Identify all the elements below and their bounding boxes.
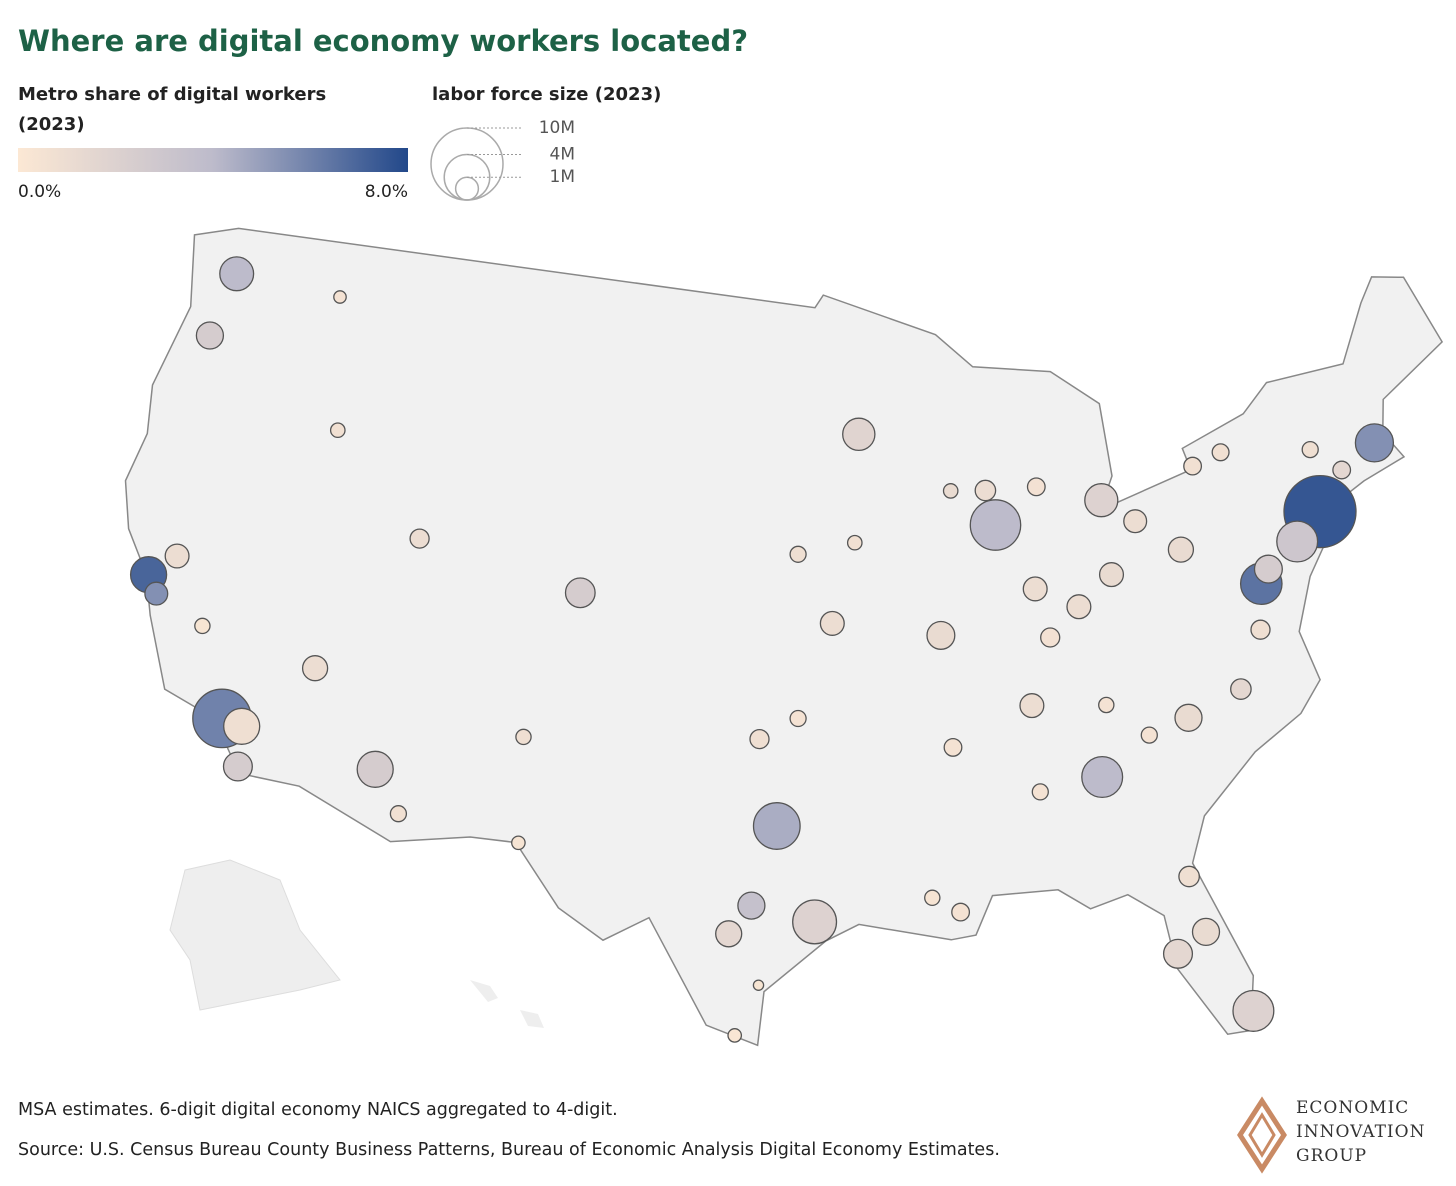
metro-bubble bbox=[1232, 989, 1275, 1032]
metro-bubble bbox=[842, 417, 876, 452]
color-tick-label: 0.0% bbox=[18, 182, 61, 202]
us-outline bbox=[124, 227, 1444, 1047]
metro-bubble bbox=[943, 737, 963, 757]
metro-bubble bbox=[1031, 783, 1049, 801]
note: MSA estimates. 6-digit digital economy N… bbox=[18, 1100, 618, 1120]
metro-bubble bbox=[846, 534, 863, 551]
source: Source: U.S. Census Bureau County Busine… bbox=[18, 1140, 1000, 1160]
metro-bubble bbox=[1084, 483, 1119, 518]
metro-bubble bbox=[789, 709, 807, 728]
metro-bubble bbox=[1140, 726, 1158, 744]
metro-bubble bbox=[564, 577, 596, 609]
metro-bubble bbox=[333, 290, 347, 304]
metro-bubble bbox=[195, 321, 225, 350]
metro-bubble bbox=[974, 479, 997, 502]
size-legend-circle bbox=[454, 176, 480, 201]
metro-bubble bbox=[926, 620, 956, 650]
metro-bubble bbox=[1081, 755, 1124, 799]
metro-bubble bbox=[1276, 520, 1319, 563]
metro-bubble bbox=[737, 891, 766, 920]
metro-bubble bbox=[1230, 678, 1252, 700]
metro-bubble bbox=[1178, 865, 1200, 888]
metro-bubble bbox=[1019, 693, 1045, 719]
metro-bubble bbox=[1354, 423, 1395, 463]
size-legend-label: 10M bbox=[539, 118, 575, 138]
metro-bubble bbox=[792, 899, 838, 945]
metro-bubble bbox=[1167, 536, 1195, 563]
metro-bubble bbox=[1183, 456, 1203, 476]
metro-bubble bbox=[749, 728, 770, 750]
metro-bubble bbox=[789, 545, 807, 563]
metro-bubble bbox=[924, 889, 941, 907]
metro-bubble bbox=[389, 805, 408, 823]
metro-bubble bbox=[752, 802, 801, 850]
metro-bubble bbox=[329, 422, 346, 439]
logo-text: GROUP bbox=[1296, 1146, 1368, 1166]
hawaii bbox=[470, 980, 544, 1028]
metro-bubble bbox=[1211, 443, 1230, 462]
metro-bubble bbox=[1066, 594, 1092, 620]
metro-bubble bbox=[511, 835, 526, 851]
metro-bubble bbox=[144, 581, 169, 606]
metro-bubble bbox=[1022, 576, 1048, 602]
color-bar bbox=[18, 148, 408, 172]
size-legend-label: 4M bbox=[550, 144, 575, 164]
size-legend-circle bbox=[430, 127, 504, 201]
metro-bubble bbox=[223, 707, 261, 745]
metro-bubble bbox=[1191, 917, 1221, 947]
size-legend-label: 1M bbox=[550, 167, 575, 187]
metro-bubble bbox=[951, 902, 971, 922]
metro-bubble bbox=[1123, 509, 1148, 534]
metro-bubble bbox=[1301, 440, 1319, 459]
bubbles bbox=[129, 256, 1395, 1043]
metro-bubble bbox=[715, 920, 743, 948]
metro-bubble bbox=[222, 751, 253, 782]
alaska bbox=[169, 859, 341, 1011]
metro-bubble bbox=[194, 617, 211, 635]
metro-bubble bbox=[942, 483, 959, 499]
metro-bubble bbox=[164, 543, 190, 569]
metro-bubble bbox=[1174, 703, 1203, 732]
metro-bubble bbox=[1332, 460, 1352, 480]
color-tick-label: 8.0% bbox=[365, 182, 408, 202]
metro-bubble bbox=[219, 256, 255, 292]
metro-bubble bbox=[301, 655, 329, 682]
color-legend-title: Metro share of digital workers (2023) bbox=[18, 84, 327, 135]
metro-bubble bbox=[1250, 619, 1271, 640]
metro-bubble bbox=[727, 1028, 743, 1043]
metro-bubble bbox=[1098, 696, 1115, 714]
metro-bubble bbox=[1026, 477, 1046, 497]
metro-bubble bbox=[819, 610, 845, 636]
title: Where are digital economy workers locate… bbox=[18, 24, 749, 58]
logo-text: INNOVATION bbox=[1296, 1122, 1426, 1142]
metro-bubble bbox=[752, 979, 765, 991]
logo-mark bbox=[1237, 1096, 1287, 1174]
metro-bubble bbox=[1098, 562, 1125, 588]
metro-bubble bbox=[969, 499, 1022, 551]
metro-bubble bbox=[1253, 554, 1283, 584]
metro-bubble bbox=[1040, 627, 1061, 648]
metro-bubble bbox=[409, 528, 430, 549]
metro-bubble bbox=[356, 750, 394, 788]
size-legend-title: labor force size (2023) bbox=[432, 84, 662, 105]
metro-bubble bbox=[1162, 938, 1194, 969]
metro-bubble bbox=[515, 728, 532, 746]
logo-text: ECONOMIC bbox=[1296, 1098, 1410, 1118]
